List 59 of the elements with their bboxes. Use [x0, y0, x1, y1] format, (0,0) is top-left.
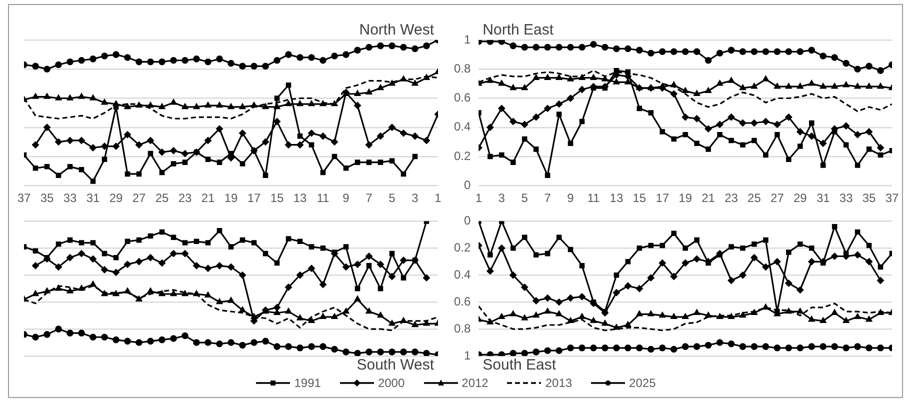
x-tick-label: 31 — [816, 191, 830, 206]
x-tick-label: 21 — [201, 191, 215, 206]
y-tick-label: 0 — [464, 178, 471, 192]
legend-label: 1991 — [294, 376, 321, 390]
x-tick-label: 5 — [388, 191, 396, 206]
x-tick-label: 23 — [178, 191, 192, 206]
legend-label: 2025 — [629, 376, 656, 390]
y-tick-label: 1 — [464, 348, 471, 362]
legend-label: 2012 — [462, 376, 488, 390]
x-tick-label: 11 — [587, 191, 600, 206]
x-tick-label: 3 — [498, 191, 506, 206]
text: South West — [356, 356, 435, 374]
x-tick-label: 7 — [366, 191, 373, 206]
x-tick-label: 21 — [702, 191, 716, 206]
x-tick-label: 37 — [885, 191, 899, 206]
x-tick-label: 33 — [63, 191, 77, 206]
x-tick-label: 35 — [862, 191, 876, 206]
x-tick-label: 35 — [40, 191, 54, 206]
y-tick-label: 0.4 — [454, 120, 471, 134]
x-tick-label: 11 — [316, 191, 330, 206]
x-tick-label: 33 — [839, 191, 854, 206]
y-tick-label: 0 — [464, 214, 471, 228]
x-tick-label: 31 — [86, 191, 100, 206]
chart-title: North West — [359, 22, 435, 39]
x-tick-label: 13 — [293, 191, 307, 206]
y-tick-label: 0.4 — [454, 267, 471, 282]
x-tick-label: 19 — [678, 191, 692, 206]
y-tick-label: 0.8 — [454, 61, 471, 76]
x-tick-label: 19 — [224, 191, 238, 206]
y-tick-label: 0.2 — [454, 148, 471, 163]
x-tick-label: 13 — [610, 191, 624, 206]
x-tick-label: 17 — [247, 191, 261, 206]
x-tick-label: 5 — [521, 191, 528, 206]
legend-label: 2013 — [545, 376, 572, 390]
y-tick-label: 0.6 — [454, 294, 471, 308]
x-tick-label: 9 — [567, 191, 574, 206]
y-tick-label: 0.2 — [454, 240, 471, 254]
x-tick-label: 37 — [17, 191, 31, 206]
legend-label: 2000 — [378, 376, 405, 390]
x-tick-label: 27 — [770, 191, 784, 206]
x-tick-label: 25 — [155, 191, 169, 206]
x-tick-label: 1 — [434, 191, 442, 206]
x-tick-label: 3 — [412, 191, 419, 206]
chart-title: North East — [482, 22, 554, 39]
x-tick-label: 15 — [632, 191, 646, 206]
x-tick-label: 29 — [109, 191, 123, 206]
x-tick-label: 7 — [544, 191, 552, 206]
x-tick-label: 29 — [793, 191, 808, 206]
y-tick-label: 0.6 — [454, 90, 471, 105]
x-tick-label: 23 — [724, 191, 738, 206]
x-tick-label: 15 — [270, 191, 284, 206]
y-tick-label: 0.8 — [454, 321, 471, 336]
x-tick-label: 27 — [132, 191, 146, 206]
x-tick-label: 25 — [748, 191, 762, 206]
x-tick-label: 1 — [475, 191, 482, 206]
text: South East — [482, 356, 557, 374]
x-tick-label: 9 — [342, 191, 350, 206]
y-tick-label: 1 — [464, 32, 471, 46]
x-tick-label: 17 — [656, 191, 670, 206]
